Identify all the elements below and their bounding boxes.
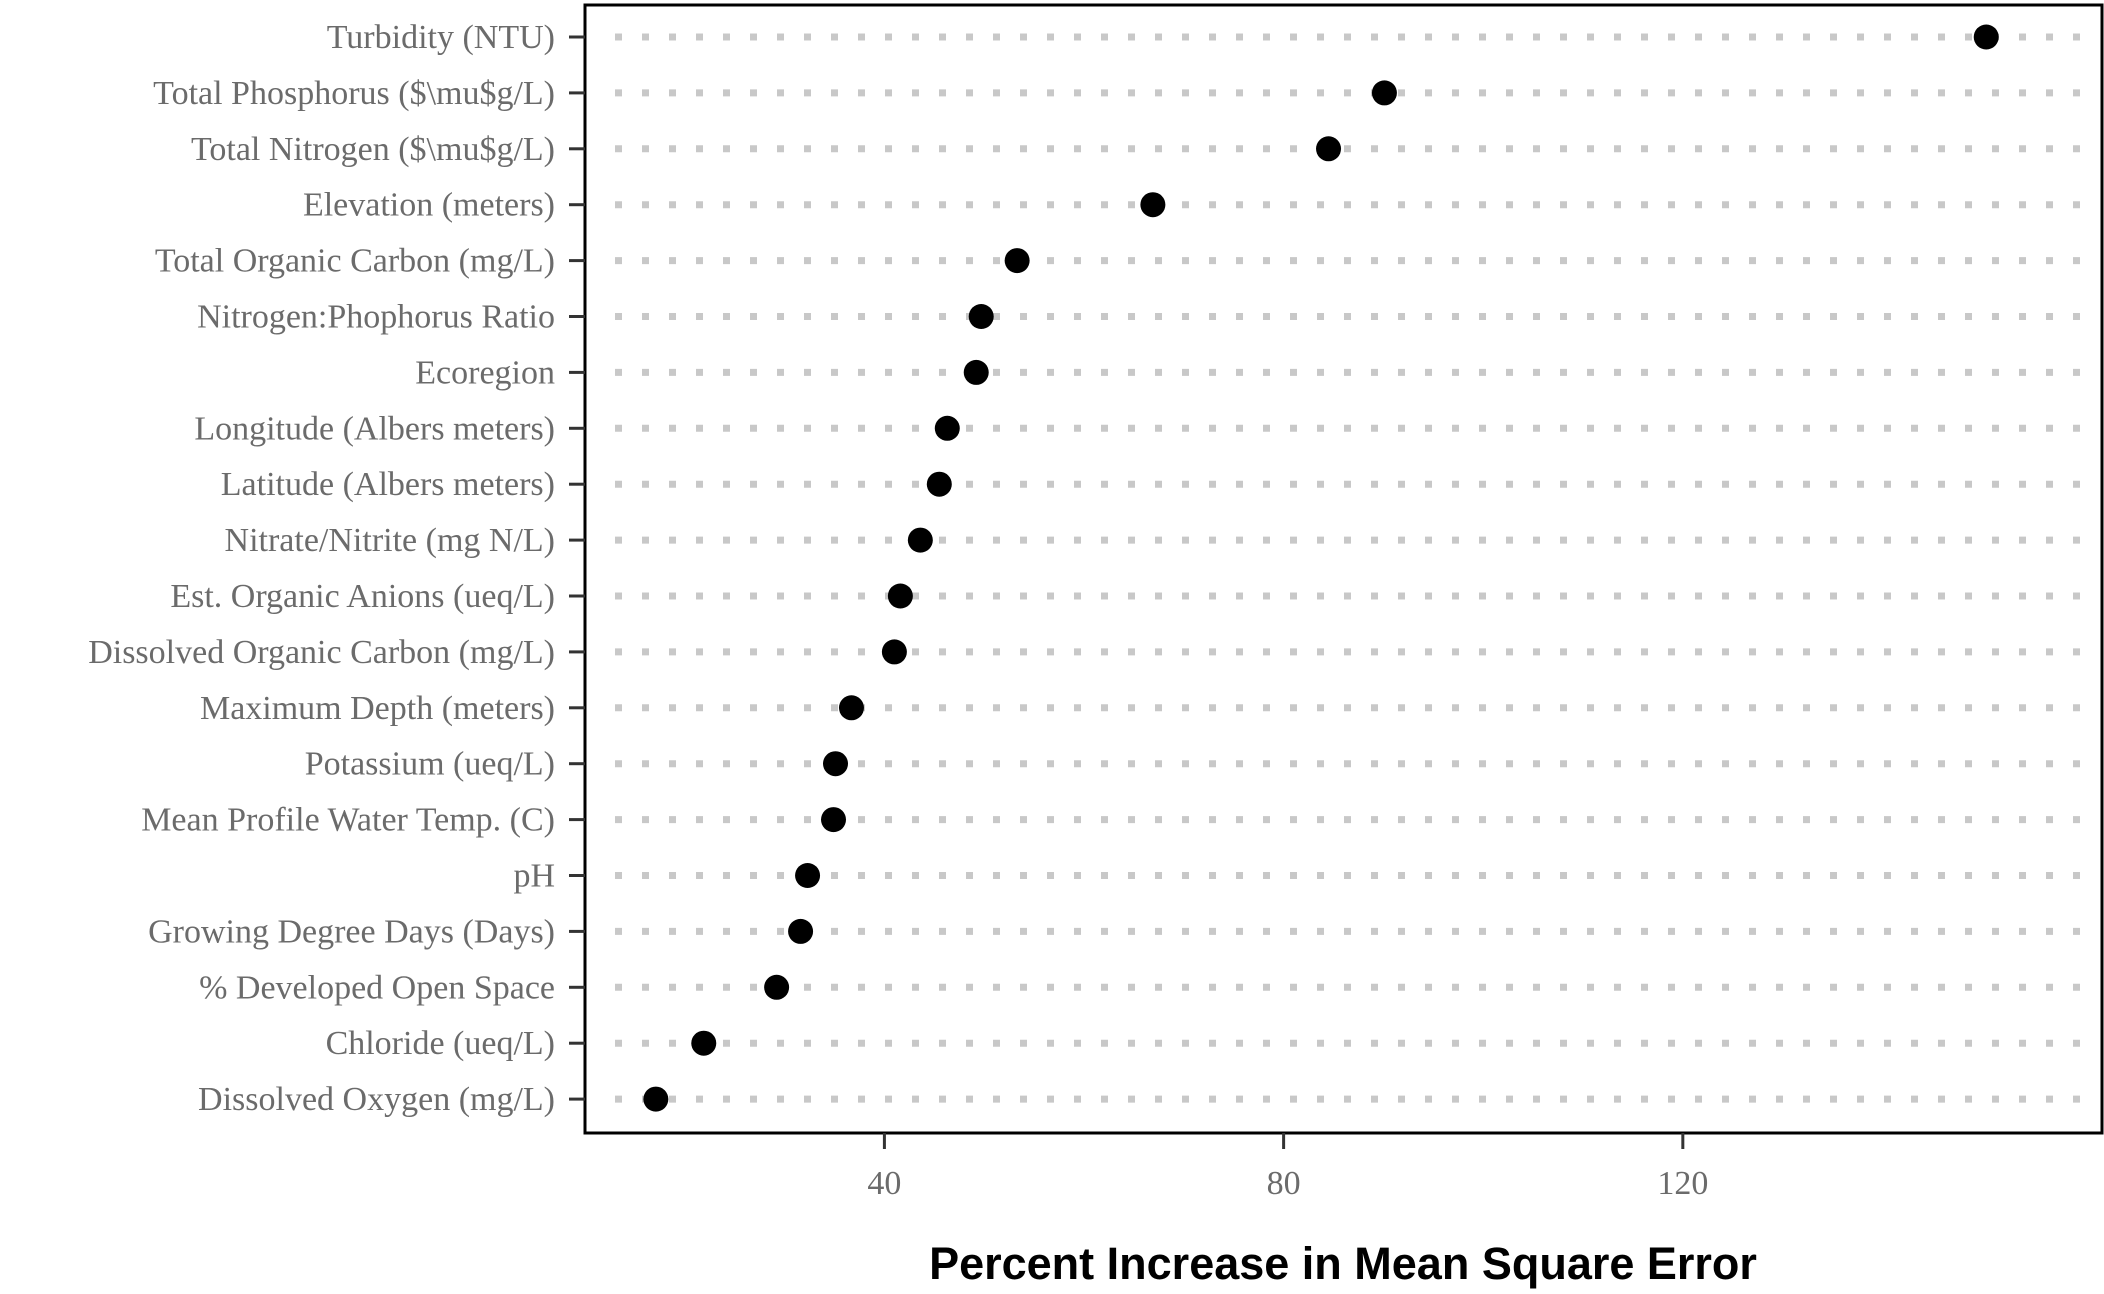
data-point [795,863,821,888]
y-tick-label: Nitrogen:Phophorus Ratio [197,299,555,336]
data-points [643,24,1999,1112]
data-point [691,1030,717,1056]
data-point [907,527,933,553]
y-tick-label: Potassium (ueq/L) [305,746,555,783]
data-point [1371,80,1397,106]
data-point [764,974,790,1000]
data-point [968,304,994,329]
data-point [934,415,960,441]
y-tick-label: Chloride (ueq/L) [326,1025,555,1062]
data-point [1973,24,1999,50]
y-tick-label: Maximum Depth (meters) [200,690,555,727]
y-tick-label: % Developed Open Space [199,969,555,1006]
y-tick-label: Dissolved Organic Carbon (mg/L) [88,634,555,671]
y-axis: Turbidity (NTU) Total Phosphorus ($\mu$g/… [88,19,585,1118]
data-point [1004,248,1030,274]
data-point [881,639,907,665]
y-tick-label: Turbidity (NTU) [327,19,555,56]
x-axis: 40 80 120 [867,1133,1708,1202]
y-tick-label: Elevation (meters) [303,187,555,224]
data-point [821,807,847,833]
x-tick-label: 80 [1267,1165,1301,1202]
y-tick-label: Latitude (Albers meters) [221,466,555,503]
y-tick-label: Est. Organic Anions (ueq/L) [170,578,555,615]
y-tick-label: Nitrate/Nitrite (mg N/L) [225,522,555,559]
data-point [926,471,952,497]
y-tick-label: Growing Degree Days (Days) [148,913,555,950]
y-tick-label: pH [513,858,555,895]
y-tick-label: Dissolved Oxygen (mg/L) [198,1081,555,1118]
data-point [643,1086,669,1112]
grid-lines [615,33,2096,1103]
y-tick-label: Total Organic Carbon (mg/L) [155,243,555,280]
data-point [963,359,989,385]
data-point [838,695,864,721]
x-tick-label: 120 [1657,1165,1708,1202]
data-point [788,918,814,944]
x-tick-label: 40 [867,1165,901,1202]
x-axis-title: Percent Increase in Mean Square Error [929,1238,1757,1289]
y-tick-label: Total Nitrogen ($\mu$g/L) [191,131,555,168]
data-point [1140,192,1166,218]
y-tick-label: Longitude (Albers meters) [194,410,555,447]
y-tick-label: Total Phosphorus ($\mu$g/L) [153,75,555,112]
data-point [887,583,913,609]
plot-border [583,3,2104,1135]
y-tick-label: Mean Profile Water Temp. (C) [141,802,555,839]
y-tick-label: Ecoregion [415,354,555,391]
data-point [1316,136,1342,162]
data-point [823,751,849,777]
